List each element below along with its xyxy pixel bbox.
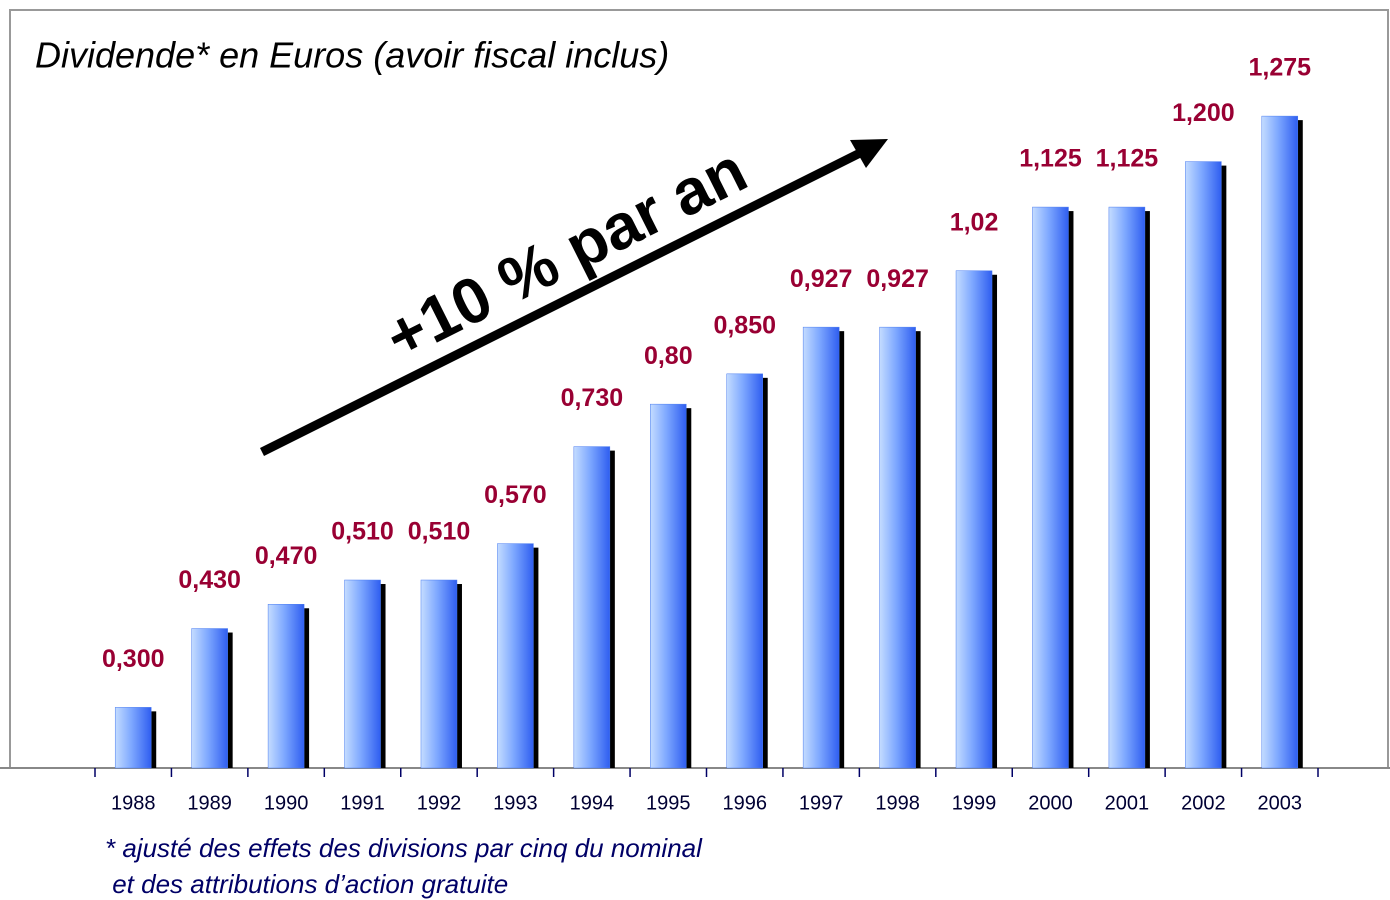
x-tick-label: 1992: [417, 792, 462, 814]
bar: [573, 446, 611, 769]
value-label: 0,300: [102, 645, 165, 673]
x-tick-label: 2000: [1028, 792, 1073, 814]
x-tick-label: 1990: [264, 792, 309, 814]
value-label: 0,510: [331, 518, 394, 546]
x-tick-label: 1988: [111, 792, 156, 814]
value-label: 1,02: [950, 208, 999, 236]
value-label: 1,125: [1096, 145, 1159, 173]
bar: [497, 543, 534, 769]
bar: [191, 628, 228, 769]
value-label: 1,200: [1172, 99, 1235, 127]
footnote: * ajusté des effets des divisions par ci…: [105, 833, 703, 863]
value-label: 0,430: [178, 566, 241, 594]
frame: [9, 9, 1389, 768]
value-label: 0,730: [561, 384, 624, 412]
bar: [1185, 161, 1222, 769]
trend-arrow: [259, 139, 888, 457]
x-tick-label: 2002: [1181, 792, 1226, 814]
bar: [1108, 206, 1146, 769]
bar: [955, 270, 993, 769]
bar: [114, 707, 152, 769]
chart-title: Dividende* en Euros (avoir fiscal inclus…: [35, 35, 669, 76]
x-tick-label: 2001: [1105, 792, 1150, 814]
footnote: et des attributions d’action gratuite: [105, 869, 508, 899]
value-label: 0,927: [790, 265, 853, 293]
bar: [726, 373, 763, 769]
x-tick-label: 1998: [875, 792, 920, 814]
x-tick-label: 1993: [493, 792, 538, 814]
x-tick-label: 1991: [340, 792, 385, 814]
annotation: +10 % par an: [374, 133, 758, 373]
bar: [420, 579, 458, 769]
value-label: 0,927: [866, 265, 929, 293]
value-label: 0,510: [408, 518, 471, 546]
x-tick-label: 1995: [646, 792, 691, 814]
value-label: 0,80: [644, 342, 693, 370]
bar: [1032, 206, 1069, 769]
x-tick-label: 1997: [799, 792, 844, 814]
x-tick-label: 1999: [952, 792, 997, 814]
value-label: 0,570: [484, 481, 547, 509]
value-label: 1,125: [1019, 145, 1082, 173]
bar: [267, 604, 305, 769]
bar: [344, 579, 381, 769]
x-tick-label: 1989: [187, 792, 232, 814]
value-label: 1,275: [1249, 54, 1312, 82]
x-tick-label: 1996: [722, 792, 767, 814]
bar: [1261, 115, 1299, 769]
bar: [879, 326, 916, 769]
value-label: 0,470: [255, 542, 318, 570]
bar: [650, 403, 687, 769]
bar: [802, 326, 840, 769]
x-tick-label: 2003: [1258, 792, 1303, 814]
x-tick-label: 1994: [570, 792, 615, 814]
value-label: 0,850: [713, 311, 776, 339]
